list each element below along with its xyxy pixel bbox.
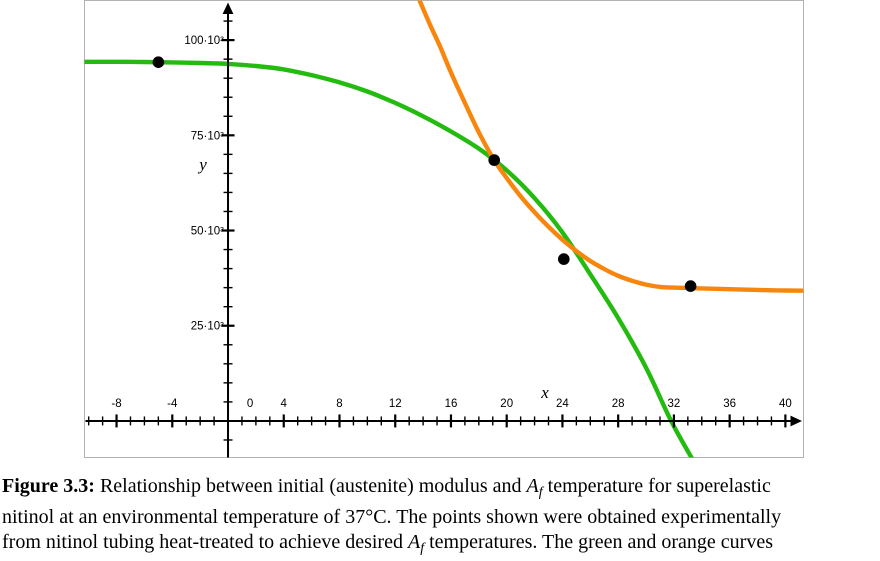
caption-segment: Relationship between initial (austenite)… xyxy=(94,475,527,497)
data-point xyxy=(152,56,165,68)
x-tick-label: 12 xyxy=(389,398,402,410)
x-axis-arrow xyxy=(790,415,802,427)
caption-segment: nitinol at an environmental temperature … xyxy=(2,506,782,528)
x-tick-label: 4 xyxy=(281,398,288,410)
caption-segment: Figure 3.3: xyxy=(2,475,95,497)
x-tick-label: -4 xyxy=(167,398,178,410)
curves xyxy=(84,0,804,458)
x-tick-label: 16 xyxy=(445,398,458,410)
x-tick-label: 8 xyxy=(336,398,342,410)
x-tick-label: -8 xyxy=(111,398,121,410)
y-axis-label: y xyxy=(197,155,207,174)
data-point xyxy=(684,280,697,292)
y-tick-label: 100·10³ xyxy=(184,35,224,47)
x-tick-label: 40 xyxy=(779,398,792,410)
figure-caption: Figure 3.3: Relationship between initial… xyxy=(2,474,880,561)
caption-line: Figure 3.3: Relationship between initial… xyxy=(2,474,880,505)
modulus-vs-af-temperature-chart: -8 -4 0 4 8 12 16 20 24 28 32 36 40 100·10³ 75·10³ 50·1… xyxy=(84,0,804,458)
caption-line: from nitinol tubing heat-treated to achi… xyxy=(2,530,880,561)
caption-segment: temperatures. The green and orange curve… xyxy=(424,531,773,553)
x-axis-ticks xyxy=(87,414,787,428)
y-tick-label: 25·10³ xyxy=(191,321,224,333)
y-tick-label: 75·10³ xyxy=(191,130,224,142)
caption-segment: from nitinol tubing heat-treated to achi… xyxy=(2,531,408,553)
y-axis-arrow xyxy=(222,2,234,14)
orange-curve xyxy=(417,0,804,293)
green-curve xyxy=(84,59,694,458)
caption-segment: f xyxy=(538,485,543,500)
caption-segment: A xyxy=(407,531,421,553)
caption-segment: A xyxy=(526,475,539,497)
plot-area: -8 -4 0 4 8 12 16 20 24 28 32 36 40 100·10³ 75·10³ 50·1… xyxy=(84,0,804,458)
x-tick-label: 28 xyxy=(612,398,625,410)
data-point xyxy=(488,154,501,166)
caption-segment: temperature for superelastic xyxy=(542,475,771,497)
y-tick-label: 50·10³ xyxy=(191,226,224,238)
plot-frame xyxy=(84,0,804,458)
x-tick-label: 36 xyxy=(723,398,736,410)
data-point xyxy=(558,253,570,265)
x-tick-label: 0 xyxy=(247,398,253,410)
x-tick-labels: -8 -4 0 4 8 12 16 20 24 28 32 36 40 xyxy=(111,398,791,410)
y-axis-ticks xyxy=(221,20,235,441)
x-tick-label: 20 xyxy=(500,398,513,410)
x-tick-label: 24 xyxy=(556,398,569,410)
caption-line: nitinol at an environmental temperature … xyxy=(2,505,880,530)
experimental-points xyxy=(152,56,697,292)
x-axis-label: x xyxy=(540,383,549,402)
y-tick-labels: 100·10³ 75·10³ 50·10³ 25·10³ xyxy=(184,35,224,333)
x-tick-label: 32 xyxy=(668,398,681,410)
